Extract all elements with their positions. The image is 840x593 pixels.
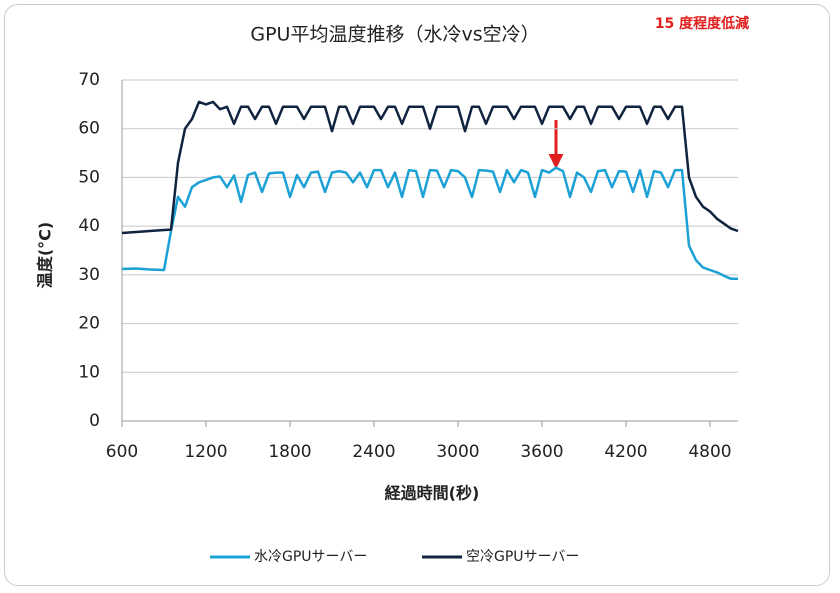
y-tick-label: 60 [78,119,100,139]
x-tick-label: 2400 [352,442,395,462]
y-tick-label: 50 [78,167,100,187]
y-tick-label: 30 [78,265,100,285]
y-tick-label: 70 [78,70,100,90]
chart-card [4,4,830,586]
annotation: 15 度程度低減 [655,15,749,32]
x-tick-label: 3600 [520,442,563,462]
x-tick-label: 1800 [268,442,311,462]
x-axis-label: 経過時間(秒) [385,484,480,503]
chart-title: GPU平均温度推移（水冷vs空冷） [250,24,539,46]
x-tick-label: 4800 [688,442,731,462]
legend-label: 空冷GPUサーバー [466,549,579,565]
y-axis-label: 温度(°C) [36,222,55,289]
y-tick-label: 40 [78,216,100,236]
x-tick-label: 1200 [184,442,227,462]
series-line [121,100,739,235]
y-tick-label: 20 [78,314,100,334]
x-tick-label: 3000 [436,442,479,462]
x-tick-label: 4200 [604,442,647,462]
y-tick-label: 10 [78,362,100,382]
series-line [121,166,738,281]
y-tick-label: 0 [89,411,100,431]
x-tick-label: 600 [106,442,138,462]
legend-label: 水冷GPUサーバー [254,549,367,565]
